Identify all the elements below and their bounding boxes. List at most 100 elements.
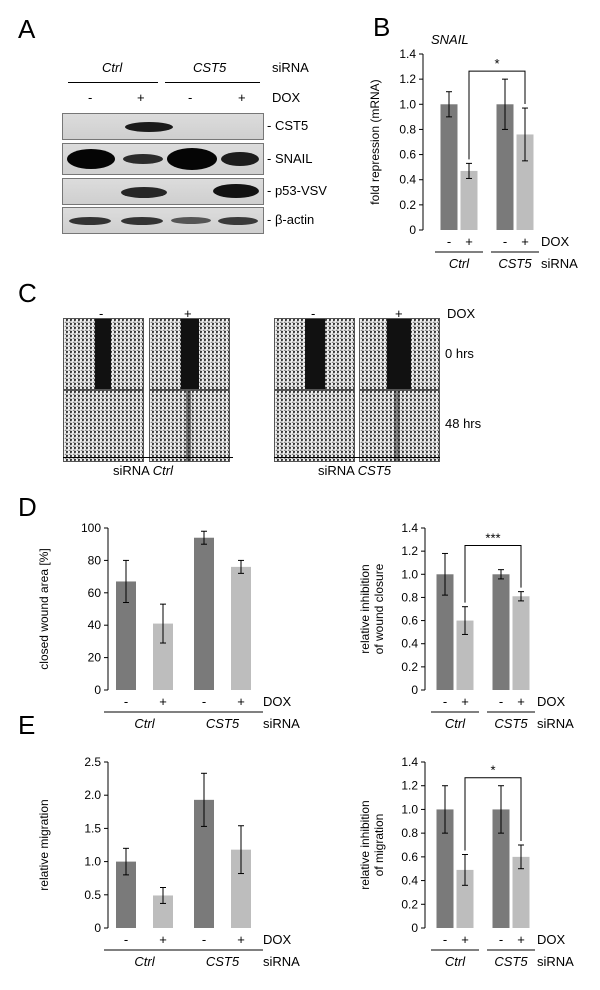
panel-letter-a: A xyxy=(18,14,36,44)
protein-label: - β-actin xyxy=(267,212,315,227)
blot-group-ctrl: Ctrl xyxy=(102,60,123,75)
y-tick-label: 2.0 xyxy=(84,788,101,802)
blot-strip-snail xyxy=(62,143,264,175)
dox-sign: - xyxy=(503,234,507,249)
y-axis-label: relative migration xyxy=(37,799,51,890)
panel-letter-b: B xyxy=(373,12,391,42)
timepoint-label: 0 hrs xyxy=(445,346,474,361)
dox-sign: - xyxy=(443,932,447,947)
y-axis-label: relative inhibitionof wound closure xyxy=(358,563,386,654)
bar xyxy=(492,809,510,928)
microscopy-cst5-plus-0h xyxy=(359,318,440,390)
y-tick-label: 0.2 xyxy=(401,660,418,674)
dox-sign: - xyxy=(124,694,128,709)
y-tick-label: 0.8 xyxy=(401,826,418,840)
y-tick-label: 40 xyxy=(88,618,102,632)
blot-strip-cst5 xyxy=(62,113,264,140)
bar xyxy=(456,620,474,690)
blot-dox-sign: - xyxy=(188,90,193,105)
significance-bracket xyxy=(468,70,526,160)
microscopy-ctrl-minus-0h xyxy=(63,318,144,390)
chart-closed-wound-area: closed wound area [%] 0 20 40 60 80 100 - + - + DOX… xyxy=(37,521,300,731)
scratch-dox-sign: + xyxy=(184,306,192,321)
dox-sign: + xyxy=(465,234,473,249)
group-label-ctrl: Ctrl xyxy=(445,716,466,731)
significance-label: *** xyxy=(485,530,500,545)
y-axis-label: fold repression (mRNA) xyxy=(368,79,382,204)
microscopy-cst5-minus-48h xyxy=(274,390,355,462)
group-suffix: siRNA xyxy=(541,256,578,271)
panel-letter-e: E xyxy=(18,710,36,740)
y-tick-label: 0.2 xyxy=(399,198,416,212)
blot-sirna-label: siRNA xyxy=(272,60,309,75)
chart-inhibition-migration: relative inhibitionof migration 0 0.2 0.4 0.… xyxy=(358,755,574,969)
bar xyxy=(516,134,534,230)
y-tick-label: 1.4 xyxy=(399,47,416,61)
bar xyxy=(492,574,510,690)
dox-sign: - xyxy=(443,694,447,709)
caption-underline-ctrl xyxy=(63,457,233,458)
protein-label: - p53-VSV xyxy=(267,183,327,198)
group-label-ctrl: Ctrl xyxy=(134,954,155,969)
y-tick-label: 0 xyxy=(94,683,101,697)
scratch-dox-sign: - xyxy=(311,306,316,321)
dox-sign: + xyxy=(461,694,469,709)
bar xyxy=(456,869,474,928)
dox-sign: + xyxy=(517,694,525,709)
chart-relative-migration: relative migration 0 0.5 1.0 1.5 2.0 2.5 - + - + DO… xyxy=(37,755,300,969)
microscopy-ctrl-plus-0h xyxy=(149,318,230,390)
y-tick-label: 0 xyxy=(94,921,101,935)
y-tick-label: 0.4 xyxy=(401,874,418,888)
y-tick-label: 0 xyxy=(411,921,418,935)
y-tick-label: 100 xyxy=(81,521,101,535)
dox-sign: - xyxy=(447,234,451,249)
microscopy-cst5-minus-0h xyxy=(274,318,355,390)
bar xyxy=(116,861,136,928)
bar xyxy=(194,537,214,690)
dox-sign: + xyxy=(461,932,469,947)
bar xyxy=(436,809,454,928)
caption-prefix: siRNA xyxy=(113,463,150,478)
chart-snail-fold-repression: SNAIL fold repression (mRNA) 0 0.2 0.4 0.6 0.8… xyxy=(368,32,578,271)
y-tick-label: 1.2 xyxy=(399,72,416,86)
dox-sign: + xyxy=(517,932,525,947)
timepoint-label: 48 hrs xyxy=(445,416,482,431)
y-tick-label: 1.4 xyxy=(401,521,418,535)
dox-label: DOX xyxy=(541,234,570,249)
blot-dox-sign: + xyxy=(137,90,145,105)
chart-inhibition-wound-closure: relative inhibitionof wound closure 0 0.2 0… xyxy=(358,521,574,731)
group-suffix: siRNA xyxy=(263,954,300,969)
dox-sign: + xyxy=(237,694,245,709)
dox-label: DOX xyxy=(263,694,292,709)
group-suffix: siRNA xyxy=(263,716,300,731)
group-suffix: siRNA xyxy=(537,954,574,969)
y-tick-label: 1.5 xyxy=(84,821,101,835)
group-label-ctrl: Ctrl xyxy=(449,256,470,271)
y-tick-label: 0.6 xyxy=(401,850,418,864)
y-tick-label: 0.6 xyxy=(401,614,418,628)
y-tick-label: 1.2 xyxy=(401,544,418,558)
y-tick-label: 0.8 xyxy=(399,122,416,136)
protein-label: - CST5 xyxy=(267,118,309,133)
y-tick-label: 1.2 xyxy=(401,779,418,793)
dox-sign: + xyxy=(159,694,167,709)
bar xyxy=(512,856,530,928)
bar xyxy=(231,849,251,928)
bar xyxy=(153,895,173,928)
bar xyxy=(460,170,478,230)
bar xyxy=(231,566,251,690)
bar xyxy=(440,104,458,230)
bar xyxy=(116,581,136,690)
caption-gene: Ctrl xyxy=(152,463,173,478)
scratch-dox-sign: - xyxy=(99,306,104,321)
blot-dox-sign: - xyxy=(88,90,93,105)
blot-dox-label: DOX xyxy=(272,90,301,105)
blot-strip-beta-actin xyxy=(62,207,264,234)
blot-dox-sign: + xyxy=(238,90,246,105)
y-tick-label: 20 xyxy=(88,651,102,665)
bar xyxy=(436,574,454,690)
microscopy-ctrl-minus-48h xyxy=(63,390,144,462)
blot-cst5-underline xyxy=(165,82,260,83)
dox-label: DOX xyxy=(537,694,566,709)
y-tick-label: 80 xyxy=(88,553,102,567)
